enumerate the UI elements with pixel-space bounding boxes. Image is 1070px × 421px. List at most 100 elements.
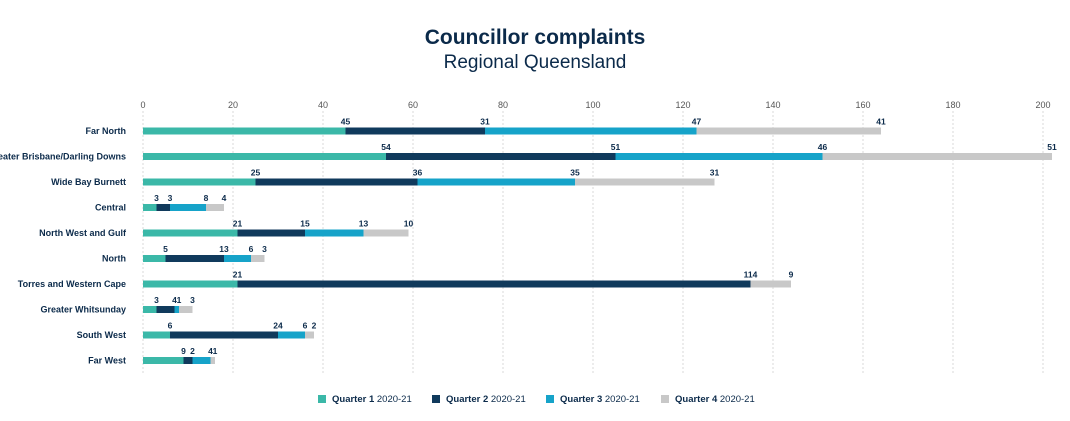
data-label: 4 — [208, 346, 213, 356]
bar-segment — [750, 280, 791, 288]
data-label: 46 — [818, 142, 828, 152]
x-tick-label: 180 — [945, 100, 960, 110]
bar-segment — [143, 229, 238, 237]
legend-swatch — [318, 395, 326, 403]
data-label: 9 — [181, 346, 186, 356]
legend-label: Quarter 4 2020-21 — [675, 394, 755, 405]
x-tick-label: 60 — [408, 100, 418, 110]
x-tick-label: 0 — [140, 100, 145, 110]
bar-segment — [345, 127, 485, 135]
data-label: 3 — [190, 295, 195, 305]
x-tick-label: 20 — [228, 100, 238, 110]
data-label: 2 — [312, 321, 317, 331]
bar-segment — [305, 229, 364, 237]
x-tick-label: 200 — [1035, 100, 1050, 110]
data-label: 54 — [381, 142, 391, 152]
data-label: 5 — [163, 244, 168, 254]
category-label: Central — [95, 203, 126, 213]
data-label: 3 — [154, 295, 159, 305]
legend-swatch — [432, 395, 440, 403]
legend-item: Quarter 1 2020-21 — [318, 394, 412, 405]
legend-label: Quarter 1 2020-21 — [332, 394, 412, 405]
data-label: 45 — [341, 117, 351, 127]
data-label: 24 — [273, 321, 283, 331]
bar-segment — [485, 127, 697, 135]
data-label: 13 — [359, 219, 369, 229]
data-label: 13 — [219, 244, 229, 254]
bar-segment — [179, 306, 193, 313]
data-label: 6 — [303, 321, 308, 331]
bar-segment — [183, 357, 193, 364]
bar-segment — [575, 178, 715, 186]
bar-segment — [143, 255, 166, 262]
x-tick-label: 40 — [318, 100, 328, 110]
bar-segment — [170, 204, 206, 211]
legend-swatch — [661, 395, 669, 403]
chart-subtitle: Regional Queensland — [443, 52, 627, 73]
bar-segment — [224, 255, 251, 262]
category-label: Far North — [86, 126, 127, 136]
bar-segment — [143, 331, 170, 339]
data-label: 1 — [213, 346, 218, 356]
category-label: Greater Whitsunday — [40, 305, 126, 315]
data-label: 25 — [251, 168, 261, 178]
category-label: Far West — [88, 356, 126, 366]
legend-label: Quarter 2 2020-21 — [446, 394, 526, 405]
bar-segment — [174, 306, 179, 313]
bar-segment — [237, 229, 305, 237]
data-label: 2 — [190, 346, 195, 356]
bar-segment — [417, 178, 575, 186]
data-label: 51 — [1047, 142, 1057, 152]
x-tick-label: 140 — [765, 100, 780, 110]
bar-segment — [696, 127, 881, 135]
bar-segment — [255, 178, 418, 186]
data-label: 15 — [300, 219, 310, 229]
data-label: 3 — [168, 193, 173, 203]
bar-segment — [206, 204, 224, 211]
x-tick-label: 160 — [855, 100, 870, 110]
bar-segment — [156, 306, 175, 313]
data-label: 4 — [222, 193, 227, 203]
data-label: 114 — [744, 270, 758, 280]
legend-item: Quarter 2 2020-21 — [432, 394, 526, 405]
bar-segment — [237, 280, 751, 288]
data-label: 36 — [413, 168, 423, 178]
data-label: 51 — [611, 142, 621, 152]
category-labels: Far North Greater Brisbane/Darling Downs W… — [0, 126, 127, 366]
bar-segment — [305, 331, 314, 339]
x-tick-label: 120 — [675, 100, 690, 110]
bar-segment — [615, 153, 823, 160]
bar-segment — [165, 255, 224, 262]
bar-segment — [251, 255, 265, 262]
data-label: 21 — [233, 219, 243, 229]
data-label: 31 — [710, 168, 720, 178]
data-label: 4 — [172, 295, 177, 305]
bar-segment — [386, 153, 616, 160]
bar-segment — [143, 127, 346, 135]
bar-segment — [143, 204, 157, 211]
legend: Quarter 1 2020-21 Quarter 2 2020-21 Quarte… — [318, 394, 755, 405]
legend-swatch — [546, 395, 554, 403]
bars — [143, 127, 1052, 364]
bar-segment — [822, 153, 1052, 160]
legend-item: Quarter 3 2020-21 — [546, 394, 640, 405]
bar-segment — [170, 331, 278, 339]
bar-segment — [143, 153, 386, 160]
category-label: Torres and Western Cape — [18, 279, 126, 289]
data-label: 10 — [404, 219, 414, 229]
data-label: 3 — [262, 244, 267, 254]
data-label: 1 — [177, 295, 182, 305]
x-tick-label: 80 — [498, 100, 508, 110]
legend-item: Quarter 4 2020-21 — [661, 394, 755, 405]
category-label: North West and Gulf — [39, 228, 127, 238]
chart-title: Councillor complaints — [424, 26, 646, 49]
data-label: 6 — [249, 244, 254, 254]
data-label: 47 — [692, 117, 702, 127]
data-label: 31 — [480, 117, 490, 127]
x-tick-label: 100 — [585, 100, 600, 110]
x-axis-ticks: 0 20 40 60 80 100 120 140 160 180 200 — [140, 100, 1050, 110]
bar-segment — [363, 229, 409, 237]
